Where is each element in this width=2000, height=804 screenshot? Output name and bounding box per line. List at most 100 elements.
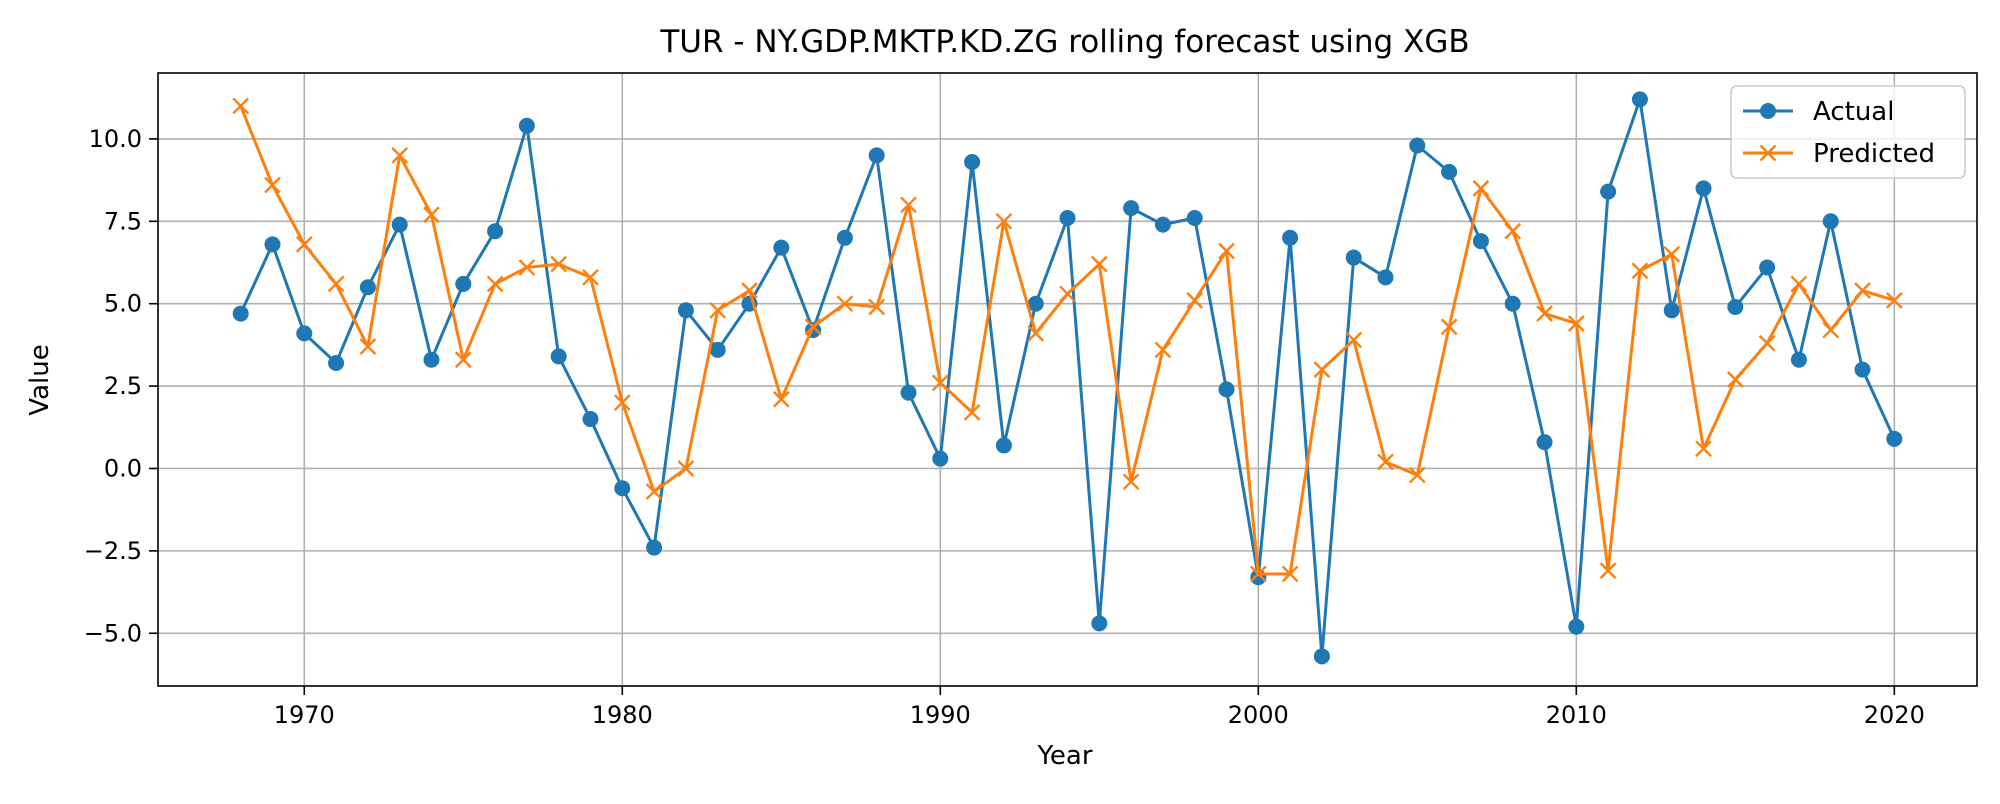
actual-point xyxy=(1409,137,1426,154)
predicted-point xyxy=(1663,245,1681,263)
predicted-point xyxy=(995,212,1013,230)
predicted-point xyxy=(1090,255,1108,273)
predicted-point xyxy=(1027,325,1045,342)
predicted-point xyxy=(1313,361,1331,378)
predicted-point xyxy=(391,147,409,164)
actual-point xyxy=(1822,213,1839,230)
predicted-point xyxy=(1599,562,1617,579)
actual-point xyxy=(868,147,885,164)
actual-point xyxy=(614,480,631,497)
y-tick-label: 7.5 xyxy=(104,207,142,235)
actual-point xyxy=(582,411,599,428)
axis-ticks: 1970 1980 1990 2000 2010 2020 −5.0 −2.5 0.0 2.5 5.… xyxy=(84,125,1925,729)
predicted-point xyxy=(1695,440,1712,458)
actual-point xyxy=(995,437,1012,454)
actual-point xyxy=(1091,615,1108,632)
predicted-point xyxy=(1504,222,1522,240)
predicted-series xyxy=(232,97,1903,583)
actual-point xyxy=(836,229,853,246)
actual-point xyxy=(646,539,663,556)
predicted-point xyxy=(645,483,663,500)
x-tick-label: 2020 xyxy=(1864,701,1925,729)
actual-point xyxy=(487,223,504,240)
actual-point xyxy=(1759,259,1776,276)
legend: Actual Predicted xyxy=(1730,85,1966,179)
actual-point xyxy=(1154,216,1171,233)
predicted-point xyxy=(1281,565,1299,583)
actual-point xyxy=(1472,233,1489,250)
predicted-point xyxy=(1885,292,1903,309)
actual-point xyxy=(1695,180,1712,197)
actual-point xyxy=(1504,295,1521,312)
predicted-point xyxy=(295,236,313,253)
predicted-point xyxy=(518,259,536,276)
predicted-point xyxy=(486,275,504,293)
actual-point xyxy=(1123,200,1140,217)
predicted-point xyxy=(963,404,981,421)
actual-point xyxy=(1027,295,1044,312)
y-tick-label: 10.0 xyxy=(89,125,142,153)
predicted-point xyxy=(1726,371,1744,388)
actual-point xyxy=(1663,302,1680,319)
predicted-point xyxy=(804,318,822,336)
predicted-point xyxy=(359,338,377,355)
predicted-point xyxy=(772,390,790,408)
predicted-point xyxy=(1377,453,1394,471)
actual-point xyxy=(1568,618,1585,635)
actual-point xyxy=(550,348,567,365)
predicted-point xyxy=(1186,292,1204,309)
x-tick-label: 1990 xyxy=(910,701,971,729)
predicted-point xyxy=(1631,262,1649,280)
predicted-point xyxy=(931,374,949,392)
y-tick-label: −2.5 xyxy=(84,537,142,565)
y-tick-label: 5.0 xyxy=(104,290,142,318)
x-tick-label: 1980 xyxy=(592,701,653,729)
predicted-point xyxy=(1345,331,1363,349)
y-tick-label: −5.0 xyxy=(84,619,142,647)
predicted-point xyxy=(1408,466,1426,484)
predicted-point xyxy=(582,268,599,286)
actual-point xyxy=(1282,229,1299,246)
predicted-point xyxy=(1822,321,1840,339)
actual-point xyxy=(773,239,790,256)
predicted-point xyxy=(1218,242,1235,260)
actual-point xyxy=(1536,434,1553,451)
predicted-point xyxy=(677,460,695,477)
predicted-point xyxy=(613,394,631,411)
predicted-point xyxy=(900,196,917,214)
actual-point xyxy=(518,117,535,134)
actual-point xyxy=(900,384,917,401)
predicted-point xyxy=(264,176,281,194)
predicted-legend-label: Predicted xyxy=(1813,139,1935,169)
actual-point xyxy=(1727,298,1744,315)
actual-point xyxy=(1186,210,1203,227)
actual-legend-label: Actual xyxy=(1813,97,1894,127)
actual-point xyxy=(1854,361,1871,378)
actual-legend-marker xyxy=(1760,103,1776,119)
predicted-point xyxy=(1154,341,1172,359)
predicted-point xyxy=(868,298,886,316)
predicted-point xyxy=(1567,315,1585,332)
predicted-point xyxy=(327,275,345,293)
actual-point xyxy=(264,236,281,253)
predicted-point xyxy=(1059,285,1076,303)
actual-point xyxy=(1631,91,1648,108)
x-tick-label: 2010 xyxy=(1546,701,1607,729)
predicted-point xyxy=(836,295,854,313)
predicted-point xyxy=(232,97,250,115)
actual-point xyxy=(1600,183,1617,200)
actual-point xyxy=(391,216,408,233)
actual-point xyxy=(709,341,726,358)
actual-point xyxy=(1790,351,1807,368)
predicted-point xyxy=(1440,318,1458,336)
x-tick-label: 2000 xyxy=(1228,701,1289,729)
actual-point xyxy=(964,153,981,170)
actual-point xyxy=(1345,249,1362,266)
predicted-point xyxy=(1758,334,1776,352)
legend-box xyxy=(1730,85,1966,179)
y-tick-label: 2.5 xyxy=(104,372,142,400)
actual-point xyxy=(232,305,249,322)
actual-point xyxy=(1441,163,1458,180)
y-axis-label: Value xyxy=(25,344,55,415)
predicted-point xyxy=(454,351,472,369)
